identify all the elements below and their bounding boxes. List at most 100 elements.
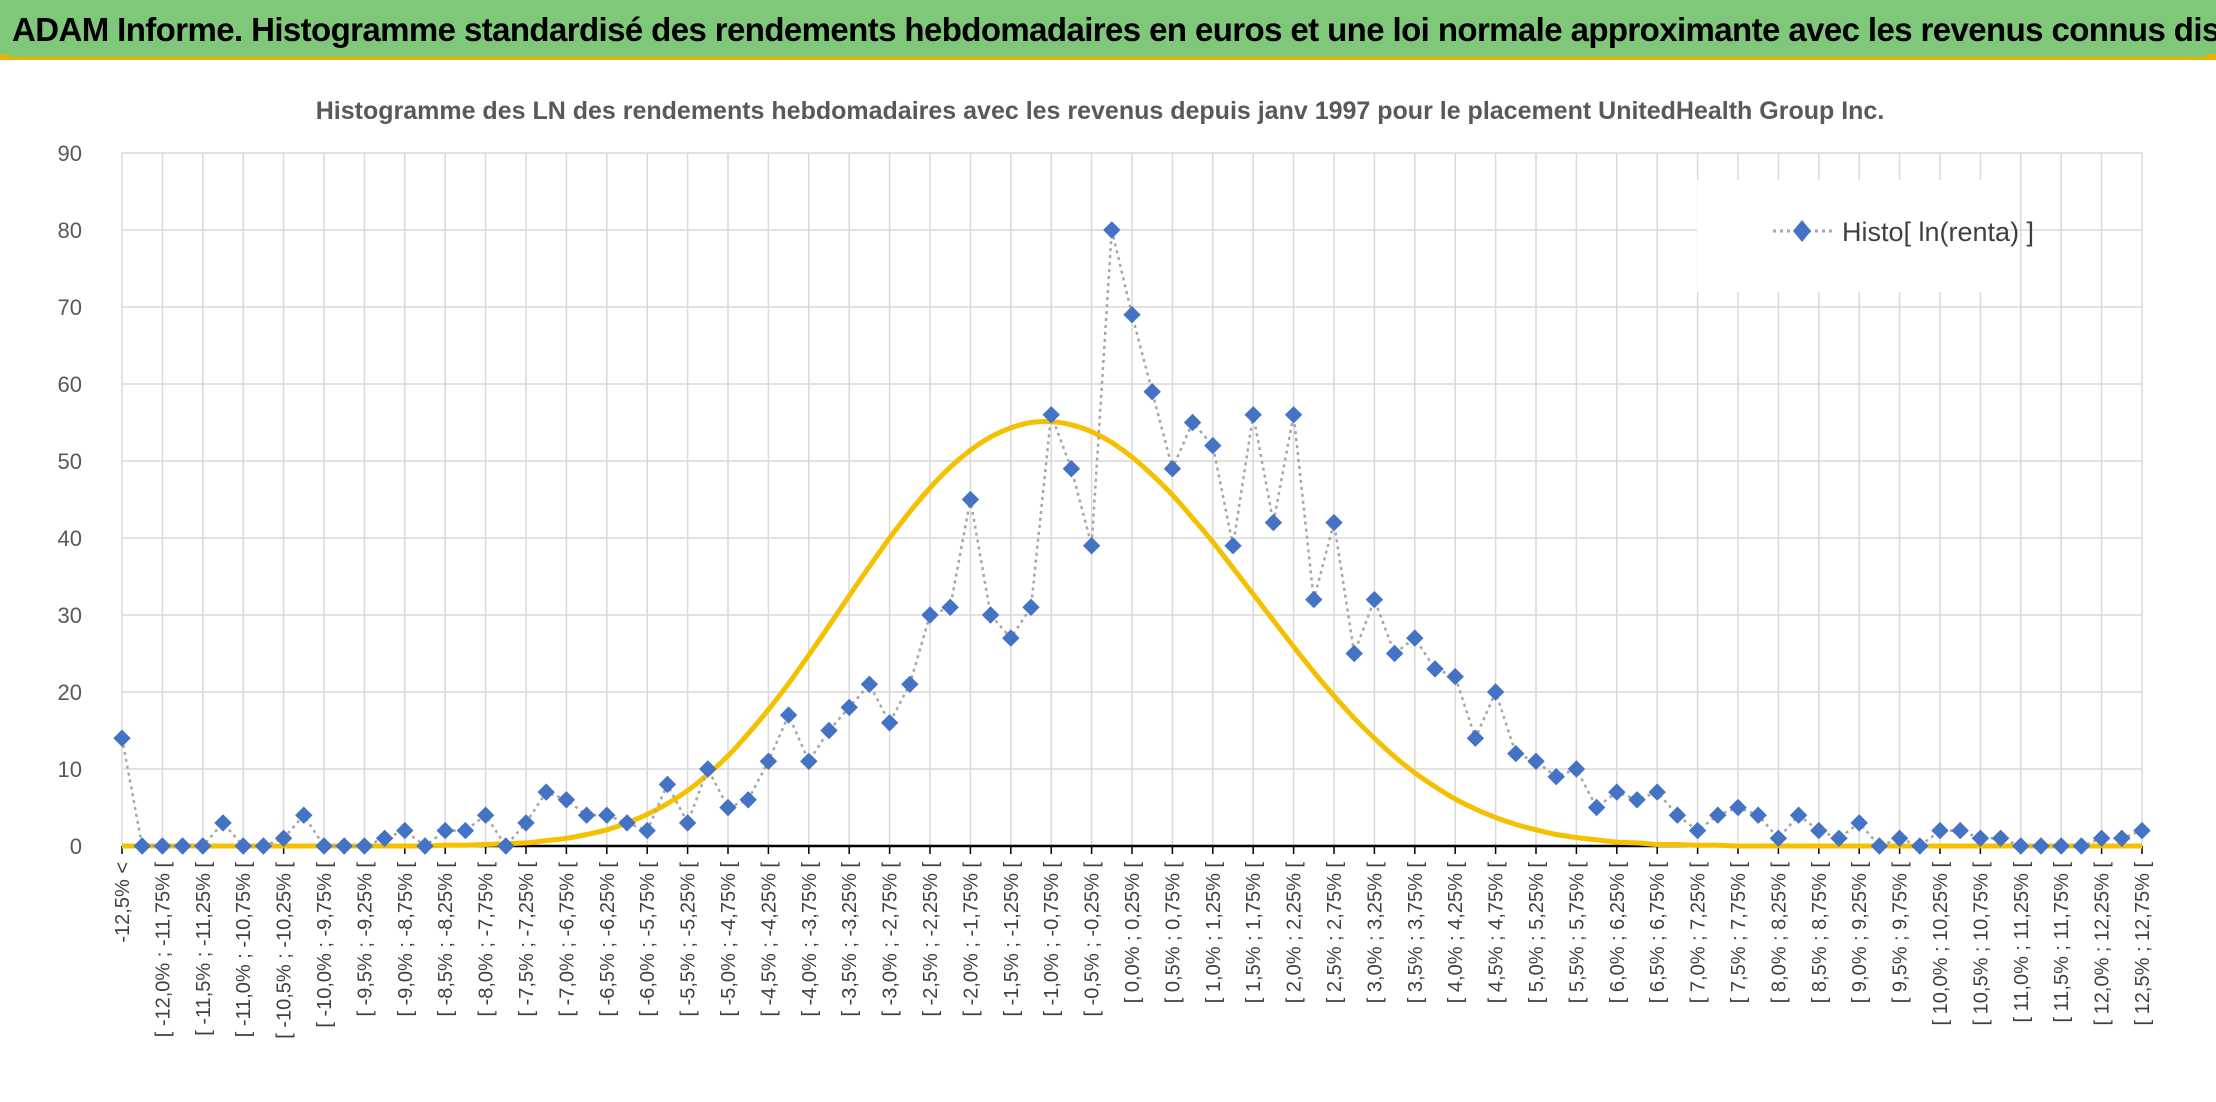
x-tick-label: [ 6,0% ; 6,25% [ bbox=[1607, 862, 1629, 1004]
histogram-point bbox=[759, 752, 778, 771]
histogram-point bbox=[2133, 821, 2151, 840]
histogram-point bbox=[577, 806, 596, 824]
histogram-point bbox=[678, 814, 697, 832]
histogram-point bbox=[1163, 459, 1182, 478]
histogram-chart: Histogramme des LN des rendements hebdom… bbox=[0, 60, 2216, 1102]
histogram-point bbox=[1729, 798, 1747, 817]
histogram-point bbox=[436, 821, 454, 840]
histogram-point bbox=[537, 783, 555, 801]
histogram-point bbox=[1325, 513, 1343, 532]
histogram-point bbox=[820, 721, 838, 740]
y-tick-label: 30 bbox=[58, 603, 82, 628]
x-tick-label: [ -7,5% ; -7,25% [ bbox=[516, 862, 538, 1017]
x-tick-label: [ -9,5% ; -9,25% [ bbox=[354, 862, 376, 1017]
histogram-point bbox=[598, 806, 616, 824]
x-tick-label: [ 0,0% ; 0,25% [ bbox=[1122, 862, 1144, 1004]
histogram-point bbox=[1830, 829, 1848, 848]
histogram-point bbox=[396, 821, 414, 840]
histogram-point bbox=[1668, 806, 1687, 824]
histogram-point bbox=[1547, 767, 1565, 786]
histogram-point bbox=[1345, 644, 1363, 663]
histogram-point bbox=[194, 837, 212, 855]
x-tick-label: [ 8,0% ; 8,25% [ bbox=[1768, 862, 1790, 1004]
x-tick-label: [ 10,5% ; 10,75% [ bbox=[1970, 862, 1992, 1026]
histogram-series bbox=[113, 221, 2151, 855]
histogram-point bbox=[1406, 629, 1424, 647]
x-tick-label: [ 12,0% ; 12,25% [ bbox=[2092, 862, 2114, 1026]
x-tick-label: [ -11,0% ; -10,75% [ bbox=[233, 862, 255, 1038]
histogram-point bbox=[274, 829, 293, 848]
histogram-point bbox=[1567, 760, 1586, 778]
histogram-point bbox=[1931, 821, 1949, 840]
histogram-point bbox=[517, 814, 535, 832]
histogram-point bbox=[1204, 436, 1222, 455]
histogram-point bbox=[1608, 783, 1626, 801]
histogram-point bbox=[2072, 837, 2091, 855]
x-tick-label: [ 6,5% ; 6,75% [ bbox=[1647, 862, 1669, 1004]
histogram-point bbox=[1365, 590, 1384, 609]
histogram-point bbox=[840, 698, 858, 717]
x-tick-label: [ -10,0% ; -9,75% [ bbox=[314, 862, 336, 1028]
histogram-point bbox=[1264, 513, 1283, 532]
y-tick-label: 10 bbox=[58, 757, 82, 782]
histogram-point bbox=[214, 814, 232, 832]
histogram-point bbox=[2032, 837, 2050, 855]
histogram-point bbox=[1810, 821, 1828, 840]
x-tick-label: [ -1,5% ; -1,25% [ bbox=[1001, 862, 1023, 1017]
histogram-point bbox=[1305, 590, 1323, 609]
x-tick-label: [ -1,0% ; -0,75% [ bbox=[1041, 862, 1063, 1017]
x-tick-label: [ 5,5% ; 5,75% [ bbox=[1566, 862, 1588, 1004]
x-tick-label: [ -12,0% ; -11,75% [ bbox=[152, 862, 174, 1038]
histogram-point bbox=[1062, 459, 1081, 478]
report-title: ADAM Informe. Histogramme standardisé de… bbox=[12, 11, 2216, 48]
x-tick-label: [ 0,5% ; 0,75% [ bbox=[1162, 862, 1184, 1004]
x-tick-label: [ 3,0% ; 3,25% [ bbox=[1364, 862, 1386, 1004]
histogram-point bbox=[2052, 837, 2070, 855]
x-tick-label: [ -4,0% ; -3,75% [ bbox=[799, 862, 821, 1017]
banner-accent-right bbox=[2206, 54, 2216, 60]
histogram-point bbox=[1244, 406, 1262, 424]
histogram-point bbox=[1749, 806, 1767, 824]
x-tick-label: -12,5% < bbox=[112, 862, 134, 943]
histogram-point bbox=[1991, 829, 2010, 848]
x-tick-label: [ -11,5% ; -11,25% [ bbox=[193, 862, 215, 1036]
x-tick-label: [ -3,5% ; -3,25% [ bbox=[839, 862, 861, 1017]
histogram-point bbox=[1688, 821, 1707, 840]
histogram-point bbox=[315, 837, 333, 855]
histogram-point bbox=[880, 714, 899, 732]
x-tick-label: [ -2,5% ; -2,25% [ bbox=[920, 862, 942, 1017]
histogram-point bbox=[1911, 837, 1929, 855]
histogram-point bbox=[1971, 829, 1990, 848]
y-tick-label: 90 bbox=[58, 141, 82, 166]
histogram-point bbox=[1769, 829, 1788, 848]
histogram-point bbox=[335, 837, 353, 855]
chart-title: Histogramme des LN des rendements hebdom… bbox=[316, 97, 1885, 125]
y-tick-label: 40 bbox=[58, 526, 82, 551]
histogram-point bbox=[416, 837, 434, 855]
x-tick-label: [ 4,5% ; 4,75% [ bbox=[1486, 862, 1508, 1004]
histogram-point bbox=[860, 675, 879, 694]
histogram-point bbox=[1143, 382, 1161, 401]
x-tick-label: [ 2,0% ; 2,25% [ bbox=[1284, 862, 1306, 1004]
x-tick-label: [ 7,0% ; 7,25% [ bbox=[1688, 862, 1710, 1004]
x-tick-label: [ -2,0% ; -1,75% [ bbox=[960, 862, 982, 1017]
x-tick-label: [ -10,5% ; -10,25% [ bbox=[274, 862, 296, 1039]
y-tick-label: 80 bbox=[58, 218, 82, 243]
y-tick-label: 20 bbox=[58, 680, 82, 705]
y-tick-label: 50 bbox=[58, 449, 82, 474]
histogram-point bbox=[1446, 667, 1464, 686]
x-tick-label: [ 4,0% ; 4,25% [ bbox=[1445, 862, 1467, 1004]
x-tick-label: [ -3,0% ; -2,75% [ bbox=[880, 862, 902, 1017]
x-tick-label: [ 10,0% ; 10,25% [ bbox=[1930, 862, 1952, 1026]
x-tick-label: [ -8,5% ; -8,25% [ bbox=[435, 862, 457, 1017]
normal-curve-line bbox=[122, 419, 2142, 849]
histogram-point bbox=[961, 490, 980, 509]
x-tick-label: [ -7,0% ; -6,75% [ bbox=[556, 862, 578, 1017]
histogram-point bbox=[2092, 829, 2111, 848]
y-tick-label: 70 bbox=[58, 295, 82, 320]
x-tick-label: [ -5,0% ; -4,75% [ bbox=[718, 862, 740, 1017]
histogram-point bbox=[295, 806, 313, 824]
histogram-point bbox=[1587, 798, 1606, 817]
histogram-point bbox=[1426, 660, 1444, 678]
x-tick-label: [ 11,0% ; 11,25% [ bbox=[2011, 862, 2033, 1023]
